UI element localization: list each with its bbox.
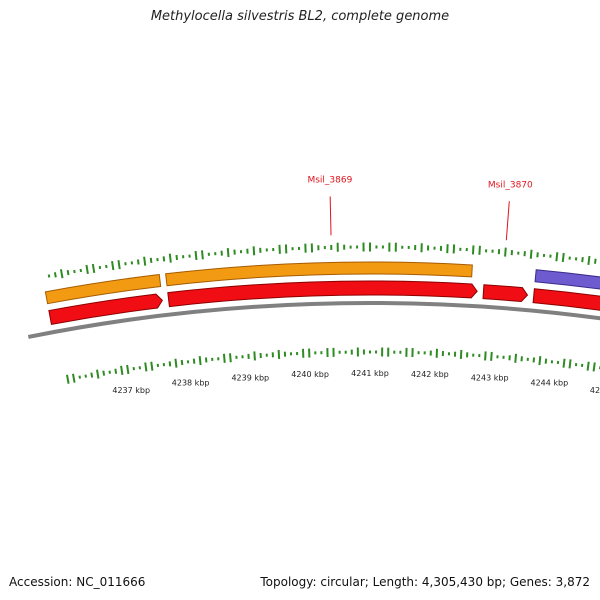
gc-tick bbox=[59, 269, 64, 279]
gc-skew-track bbox=[47, 242, 600, 384]
gc-tick bbox=[84, 374, 87, 378]
gc-tick bbox=[478, 245, 481, 255]
gc-tick bbox=[194, 250, 198, 261]
gc-tick bbox=[66, 374, 70, 384]
gc-tick bbox=[114, 368, 118, 374]
gc-tick bbox=[587, 255, 591, 266]
axis-tick-label: 4241 kbp bbox=[351, 369, 389, 378]
axis-tick-label: 4244 kbp bbox=[531, 379, 569, 388]
gc-tick bbox=[149, 257, 153, 264]
axis-tick-label: 4240 kbp bbox=[291, 370, 329, 379]
gc-tick bbox=[136, 259, 140, 265]
gc-tick bbox=[47, 274, 51, 278]
gc-tick bbox=[555, 252, 559, 262]
feature-tracks bbox=[27, 261, 600, 339]
gc-tick bbox=[222, 353, 226, 363]
gene-feature bbox=[167, 280, 478, 308]
gc-tick bbox=[538, 355, 542, 366]
gc-tick bbox=[192, 358, 196, 364]
gc-tick bbox=[144, 362, 148, 372]
genome-backbone bbox=[27, 301, 600, 339]
genome-stats-text: Topology: circular; Length: 4,305,430 bp… bbox=[260, 575, 590, 589]
gc-tick bbox=[253, 351, 256, 361]
gc-tick bbox=[175, 254, 178, 261]
gc-tick bbox=[471, 245, 475, 255]
gc-tick bbox=[562, 358, 566, 368]
gc-tick bbox=[117, 260, 121, 270]
gc-tick bbox=[102, 370, 106, 376]
gene-feature bbox=[532, 288, 600, 311]
axis-tick-label: 4239 kbp bbox=[231, 373, 269, 382]
axis-tick-label: 4238 kbp bbox=[172, 379, 210, 388]
gc-tick bbox=[111, 260, 115, 271]
axis-tick-label: 4242 kbp bbox=[411, 370, 449, 379]
cds-feature bbox=[44, 273, 162, 305]
gc-tick bbox=[143, 256, 147, 266]
gc-tick bbox=[91, 263, 96, 274]
gc-tick bbox=[66, 269, 70, 276]
gc-tick bbox=[592, 362, 596, 372]
gc-tick bbox=[581, 257, 584, 263]
gc-tick bbox=[72, 373, 76, 383]
gc-tick bbox=[162, 256, 166, 262]
gc-tick bbox=[90, 372, 94, 378]
gc-tick bbox=[594, 258, 597, 264]
gene-label: Msil_3870 bbox=[488, 180, 533, 190]
gene-label: Msil_3869 bbox=[307, 175, 352, 185]
gc-tick bbox=[120, 365, 124, 375]
gc-tick bbox=[180, 359, 184, 366]
gc-tick bbox=[150, 361, 154, 371]
accession-text: Accession: NC_011666 bbox=[9, 575, 146, 589]
axis-tick-label: 4245 kbp bbox=[590, 386, 600, 395]
gene-label-leader bbox=[329, 196, 332, 236]
gene-label-leader bbox=[505, 201, 510, 241]
gc-tick bbox=[78, 375, 82, 379]
gc-tick bbox=[484, 351, 487, 361]
axis-tick-label: 4243 kbp bbox=[471, 373, 509, 382]
position-axis: 4237 kbp 4238 kbp 4239 kbp 4240 kbp 4241 kbp… bbox=[112, 369, 600, 395]
gc-tick bbox=[252, 246, 256, 256]
gc-tick bbox=[53, 272, 57, 278]
gc-tick bbox=[96, 369, 100, 379]
gc-tick bbox=[168, 361, 172, 367]
page-title: Methylocella silvestris BL2, complete ge… bbox=[150, 9, 450, 24]
gc-tick bbox=[514, 353, 518, 363]
gc-tick bbox=[126, 364, 130, 375]
axis-tick-label: 4237 kbp bbox=[112, 386, 150, 395]
gc-tick bbox=[174, 358, 178, 368]
gene-feature bbox=[48, 293, 163, 325]
gc-tick bbox=[85, 264, 89, 275]
gc-tick bbox=[201, 250, 204, 260]
rna-feature bbox=[534, 269, 600, 290]
cds-feature bbox=[165, 261, 473, 287]
gc-tick bbox=[226, 248, 230, 258]
gc-tick bbox=[504, 247, 507, 257]
gc-tick bbox=[544, 358, 548, 364]
gc-tick bbox=[198, 355, 202, 366]
gc-tick bbox=[568, 359, 572, 369]
gc-tick bbox=[229, 353, 232, 363]
gc-tick bbox=[586, 361, 590, 371]
gc-tick bbox=[490, 351, 493, 361]
gc-tick bbox=[561, 252, 565, 263]
gc-tick bbox=[168, 253, 172, 263]
gene-feature bbox=[482, 284, 529, 303]
gc-tick bbox=[529, 249, 533, 259]
